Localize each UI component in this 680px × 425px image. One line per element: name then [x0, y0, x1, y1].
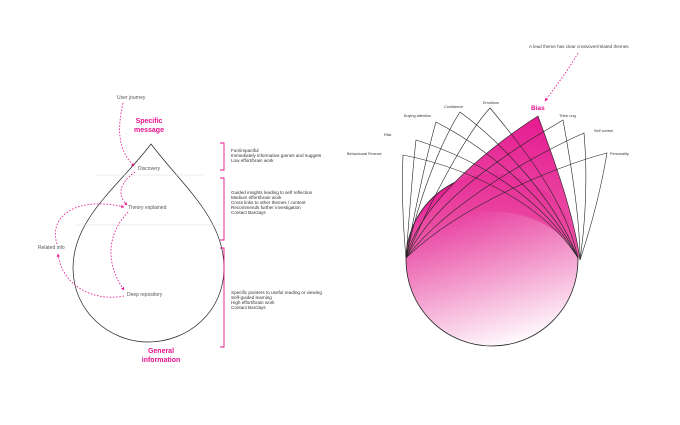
svg-text:Fun/impactful: Fun/impactful — [231, 148, 259, 153]
bracket-middle — [220, 177, 225, 241]
svg-text:Specific pointers to useful re: Specific pointers to useful reading or v… — [231, 290, 322, 295]
general-information-line1: General — [148, 348, 174, 355]
specific-message-line1: Specific — [136, 118, 163, 125]
note-level-1: Fun/impactful Immediately informative ga… — [231, 148, 322, 163]
droplet-diagram: User journey Specific message Discovery … — [38, 95, 322, 364]
theme-risk: Risk — [384, 133, 391, 137]
theme-personality: Personality — [610, 152, 629, 156]
theme-buying-attention: Buying attention — [404, 114, 431, 118]
petal-confidence — [405, 111, 579, 259]
journey-arrow-1 — [119, 102, 135, 167]
lead-theme-annotation: A lead theme has clear crossover/related… — [529, 44, 629, 49]
petal-risk — [405, 139, 579, 259]
svg-text:Low effort/brain work: Low effort/brain work — [231, 158, 274, 163]
related-arrow-down — [56, 253, 125, 298]
stage-deep-repository: Deep repository — [127, 292, 163, 298]
theme-emotions: Emotions — [483, 101, 499, 105]
theme-bias: Bias — [531, 105, 545, 112]
related-info-label: Related info — [38, 245, 65, 251]
flower-diagram: Behavioural Finance Risk Buying attentio… — [347, 44, 629, 347]
stage-discovery: Discovery — [138, 166, 160, 172]
note-level-3: Specific pointers to useful reading or v… — [231, 290, 322, 310]
petal-behavioural-finance — [402, 154, 579, 259]
journey-arrow-2 — [120, 171, 136, 206]
petal-thinking — [405, 119, 581, 261]
bracket-top — [220, 142, 225, 171]
svg-text:Self-guided learning: Self-guided learning — [231, 295, 272, 300]
stage-theory-explained: Theory explained — [128, 205, 167, 211]
theme-thinking: Think ung — [559, 114, 576, 118]
bracket-bottom — [220, 247, 225, 348]
specific-message-line2: message — [134, 127, 164, 134]
general-information-line2: information — [142, 357, 181, 364]
petal-bias — [405, 115, 581, 261]
svg-text:Guided insights leading to sel: Guided insights leading to self reflecti… — [231, 190, 313, 195]
svg-text:Immediately informative games: Immediately informative games and nugget… — [231, 153, 322, 158]
related-arrow-up — [55, 203, 125, 245]
petal-personality — [405, 152, 608, 261]
petal-self-control — [405, 132, 587, 261]
petal-emotions — [405, 107, 579, 259]
petal-outlines — [402, 107, 608, 261]
svg-text:Recommends further investigati: Recommends further investigation — [231, 205, 301, 210]
svg-text:Contact Barclays: Contact Barclays — [231, 210, 266, 215]
svg-text:High effort/brain work: High effort/brain work — [231, 300, 275, 305]
note-level-2: Guided insights leading to self reflecti… — [231, 190, 313, 215]
bias-petal-highlight — [406, 116, 580, 260]
theme-confidence: Confidence — [444, 105, 463, 109]
svg-text:Contact Barclays: Contact Barclays — [231, 305, 266, 310]
svg-text:Cross links to other themes /: Cross links to other themes / content — [231, 200, 306, 205]
droplet-outline — [72, 143, 225, 343]
theme-self-control: Self control — [594, 129, 613, 133]
journey-arrow-3 — [110, 211, 129, 291]
annotation-arrow — [544, 52, 579, 102]
petal-buying-attention — [405, 121, 579, 259]
theme-behavioural-finance: Behavioural Finance — [347, 152, 382, 156]
svg-text:Medium effort/brain work: Medium effort/brain work — [231, 195, 282, 200]
user-journey-label: User journey — [117, 95, 146, 101]
